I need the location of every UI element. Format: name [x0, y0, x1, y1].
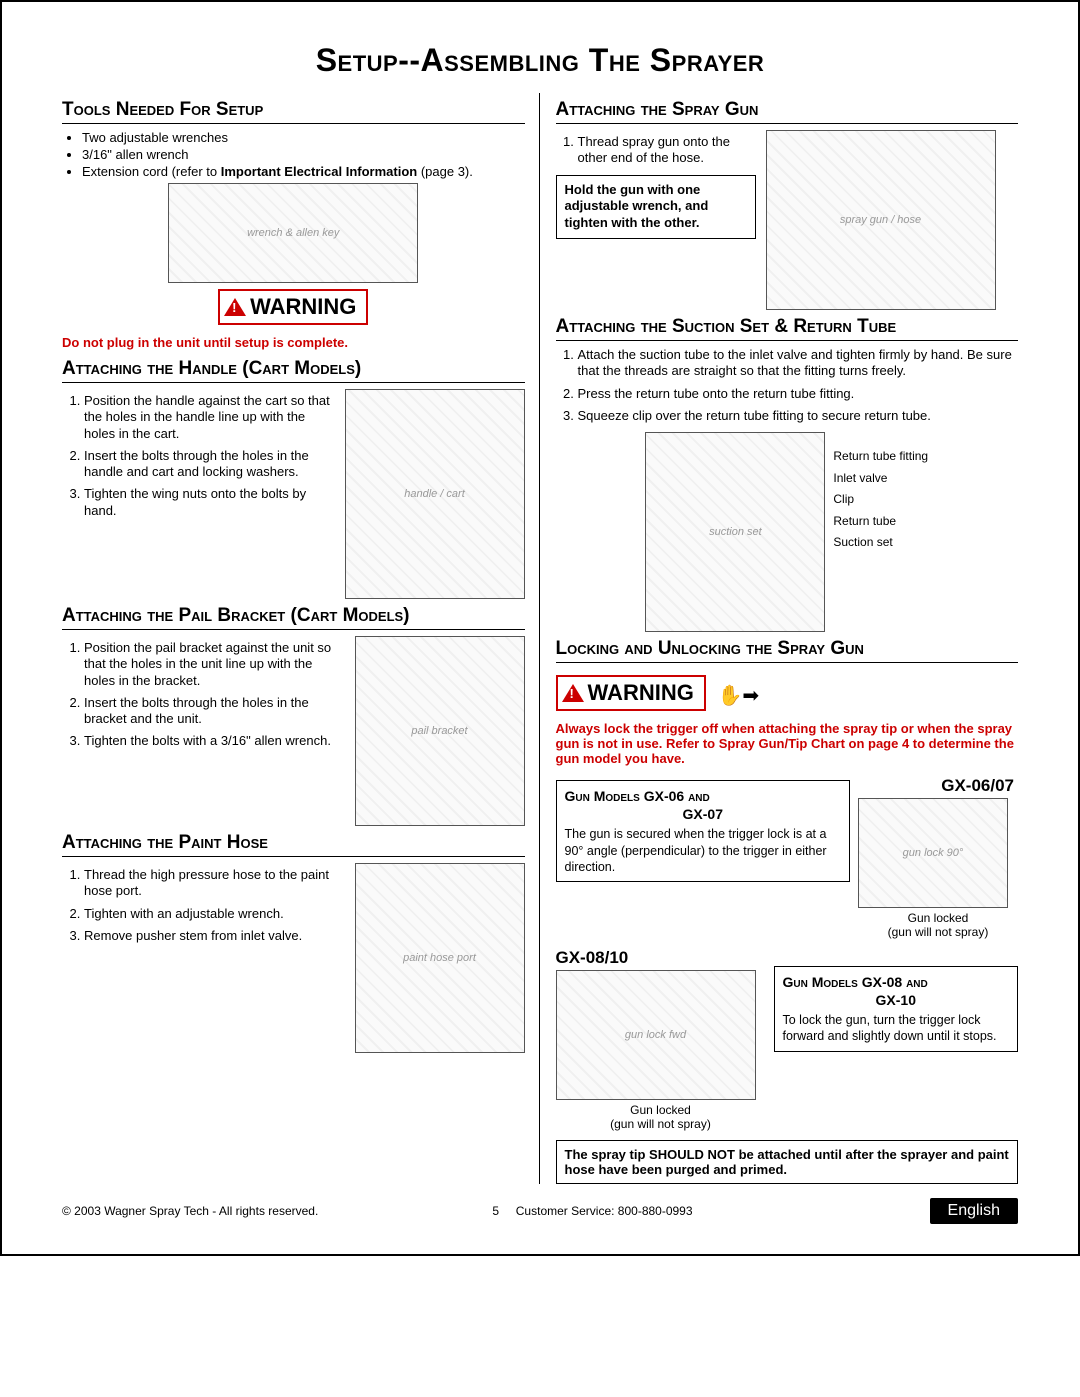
tool-item: Extension cord (refer to Important Elect… [82, 164, 525, 179]
step: Squeeze clip over the return tube fittin… [578, 408, 1019, 424]
step: Attach the suction tube to the inlet val… [578, 347, 1019, 380]
pail-illustration: pail bracket [355, 636, 525, 826]
tools-list: Two adjustable wrenches 3/16" allen wren… [62, 130, 525, 179]
step: Tighten the wing nuts onto the bolts by … [84, 486, 335, 519]
hose-illustration: paint hose port [355, 863, 525, 1053]
warning-badge: WARNING [218, 289, 368, 325]
warning-note: Do not plug in the unit until setup is c… [62, 335, 525, 350]
hand-stop-icon: ✋➡ [717, 683, 759, 708]
gx0810-box: Gun Models GX-08 and GX-10 To lock the g… [774, 966, 1019, 1052]
pail-heading: Attaching the Pail Bracket (Cart Models) [62, 605, 525, 630]
suction-labels: Return tube fitting Inlet valve Clip Ret… [833, 432, 928, 554]
gx0810-caption: Gun locked (gun will not spray) [556, 1103, 766, 1132]
final-note: The spray tip SHOULD NOT be attached unt… [556, 1140, 1019, 1184]
page-footer: © 2003 Wagner Spray Tech - All rights re… [62, 1198, 1018, 1224]
left-column: Tools Needed For Setup Two adjustable wr… [62, 93, 540, 1184]
warning-badge: WARNING [556, 675, 706, 711]
lock-heading: Locking and Unlocking the Spray Gun [556, 638, 1019, 663]
warning-text: WARNING [588, 680, 694, 706]
part-label: Suction set [833, 532, 928, 554]
part-label: Inlet valve [833, 468, 928, 490]
handle-illustration: handle / cart [345, 389, 525, 599]
step: Tighten the bolts with a 3/16" allen wre… [84, 733, 345, 749]
gx0607-label: GX-06/07 [858, 776, 1014, 796]
gx0810-heading1: Gun Models GX-08 and [783, 973, 1010, 991]
handle-steps: Position the handle against the cart so … [62, 393, 335, 519]
hold-gun-callout: Hold the gun with one adjustable wrench,… [556, 175, 756, 240]
step: Press the return tube onto the return tu… [578, 386, 1019, 402]
lock-warning-text: Always lock the trigger off when attachi… [556, 721, 1019, 766]
hose-steps: Thread the high pressure hose to the pai… [62, 867, 345, 944]
part-label: Clip [833, 489, 928, 511]
suction-steps: Attach the suction tube to the inlet val… [556, 347, 1019, 424]
spraygun-illustration: spray gun / hose [766, 130, 996, 310]
step: Insert the bolts through the holes in th… [84, 695, 345, 728]
gx0810-illustration: gun lock fwd [556, 970, 756, 1100]
page-title: Setup--Assembling The Sprayer [62, 42, 1018, 79]
ext-suffix: (page 3). [417, 164, 473, 179]
gx0607-box: Gun Models GX-06 and GX-07 The gun is se… [556, 780, 851, 882]
tool-item: 3/16" allen wrench [82, 147, 525, 162]
gx0810-text: To lock the gun, turn the trigger lock f… [783, 1012, 1010, 1045]
spraygun-heading: Attaching the Spray Gun [556, 99, 1019, 124]
gx0607-illustration: gun lock 90° [858, 798, 1008, 908]
gx0607-text: The gun is secured when the trigger lock… [565, 826, 842, 875]
wrench-illustration: wrench & allen key [168, 183, 418, 283]
gx0607-heading2: GX-07 [565, 805, 842, 823]
warning-triangle-icon [562, 684, 584, 702]
gx0607-caption: Gun locked (gun will not spray) [858, 911, 1018, 940]
customer-service: Customer Service: 800-880-0993 [516, 1204, 930, 1218]
content-columns: Tools Needed For Setup Two adjustable wr… [62, 93, 1018, 1184]
part-label: Return tube [833, 511, 928, 533]
step: Position the pail bracket against the un… [84, 640, 345, 689]
gx0810-label: GX-08/10 [556, 948, 762, 968]
step: Insert the bolts through the holes in th… [84, 448, 335, 481]
gx0607-heading1: Gun Models GX-06 and [565, 787, 842, 805]
step: Remove pusher stem from inlet valve. [84, 928, 345, 944]
pail-steps: Position the pail bracket against the un… [62, 640, 345, 750]
suction-heading: Attaching the Suction Set & Return Tube [556, 316, 1019, 341]
step: Thread spray gun onto the other end of t… [578, 134, 756, 167]
gx0810-heading2: GX-10 [783, 991, 1010, 1009]
warning-triangle-icon [224, 298, 246, 316]
handle-heading: Attaching the Handle (Cart Models) [62, 358, 525, 383]
tool-item: Two adjustable wrenches [82, 130, 525, 145]
warning-text: WARNING [250, 294, 356, 320]
ext-ref: Important Electrical Information [221, 164, 417, 179]
suction-illustration: suction set [645, 432, 825, 632]
language-pill: English [930, 1198, 1018, 1224]
page-number: 5 [476, 1204, 516, 1218]
tools-heading: Tools Needed For Setup [62, 99, 525, 124]
right-column: Attaching the Spray Gun Thread spray gun… [550, 93, 1019, 1184]
ext-prefix: Extension cord (refer to [82, 164, 221, 179]
step: Tighten with an adjustable wrench. [84, 906, 345, 922]
spraygun-steps: Thread spray gun onto the other end of t… [556, 134, 756, 167]
copyright: © 2003 Wagner Spray Tech - All rights re… [62, 1204, 476, 1218]
hose-heading: Attaching the Paint Hose [62, 832, 525, 857]
manual-page: Setup--Assembling The Sprayer Tools Need… [0, 0, 1080, 1256]
part-label: Return tube fitting [833, 446, 928, 468]
step: Position the handle against the cart so … [84, 393, 335, 442]
step: Thread the high pressure hose to the pai… [84, 867, 345, 900]
